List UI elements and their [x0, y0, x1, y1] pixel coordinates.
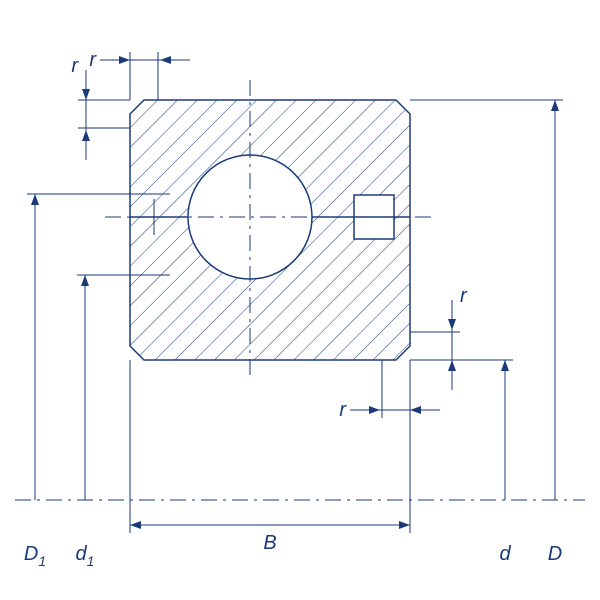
svg-text:r: r	[339, 399, 347, 421]
svg-text:B: B	[263, 532, 276, 554]
svg-text:r: r	[460, 285, 468, 307]
svg-text:D: D	[548, 543, 562, 565]
svg-text:r: r	[71, 55, 79, 77]
svg-text:d: d	[499, 543, 511, 565]
svg-text:d1: d1	[76, 543, 95, 569]
svg-text:D1: D1	[24, 543, 46, 569]
svg-text:r: r	[89, 49, 97, 71]
